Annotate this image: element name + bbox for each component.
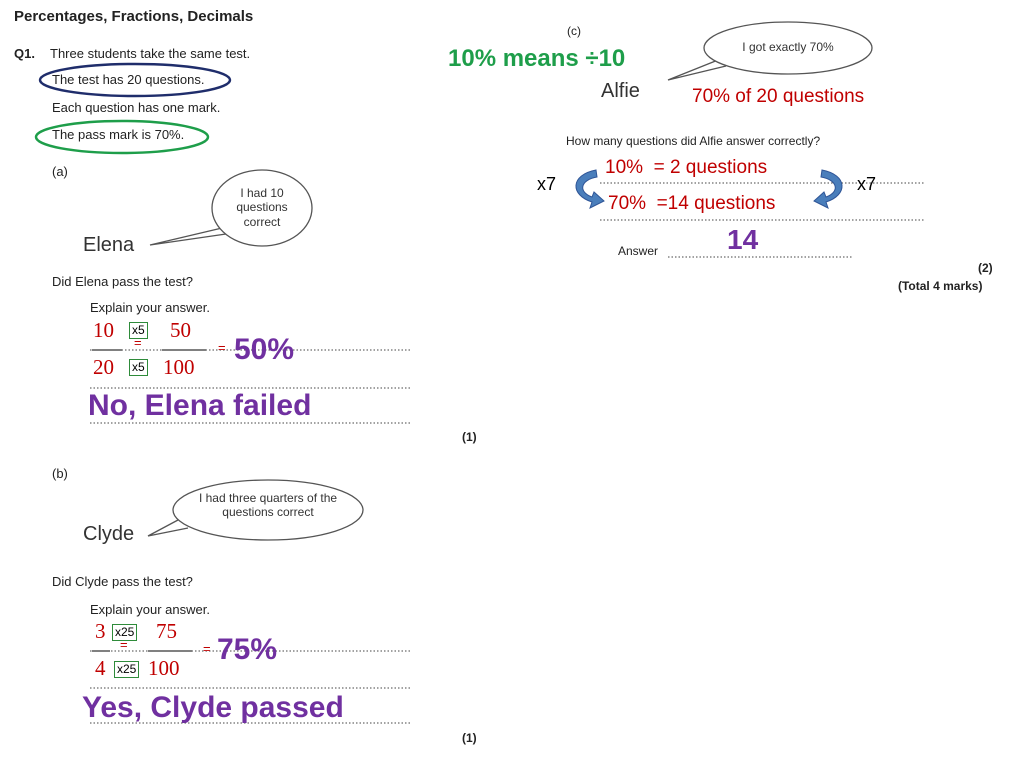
- multiplier-box: x25: [112, 624, 138, 641]
- answer-lines: [90, 182, 925, 724]
- answer-label: Answer: [618, 244, 659, 258]
- working-step: 70% =14 questions: [608, 193, 776, 214]
- numerator: 3: [95, 619, 106, 643]
- numerator: 75: [156, 619, 177, 643]
- marks: (1): [462, 430, 477, 444]
- speech-text: I had three quarters of the questions co…: [198, 491, 338, 520]
- result: 75%: [217, 633, 278, 666]
- result: 50%: [234, 333, 295, 366]
- highlight-oval: [38, 62, 232, 98]
- equals: =: [134, 335, 142, 350]
- numerator: 10: [93, 318, 114, 342]
- working-step: 10% = 2 questions: [605, 157, 768, 178]
- part-label: (a): [52, 164, 68, 179]
- multiplier-box: x5: [129, 359, 148, 376]
- speech-text: I got exactly 70%: [742, 40, 834, 54]
- multiplier-box: x25: [114, 661, 140, 678]
- prompt: How many questions did Alfie answer corr…: [566, 134, 821, 148]
- curved-arrows: [575, 169, 843, 209]
- title: Percentages, Fractions, Decimals: [14, 8, 254, 25]
- multiplier: x7: [537, 174, 557, 194]
- total-marks: (Total 4 marks): [898, 279, 983, 293]
- fact: The test has 20 questions.: [52, 72, 205, 87]
- student-name: Clyde: [83, 523, 135, 545]
- denominator: 4: [95, 656, 106, 680]
- equals: =: [218, 340, 226, 355]
- denominator: 100: [163, 355, 195, 379]
- highlight-oval: [34, 119, 210, 155]
- speech-text: I had 10 questions correct: [236, 186, 288, 229]
- student-name: Elena: [83, 234, 135, 256]
- multiplier-box: x5: [129, 322, 148, 339]
- explain: Explain your answer.: [90, 602, 210, 617]
- answer: Yes, Clyde passed: [82, 691, 344, 724]
- multiplier: x7: [857, 174, 877, 194]
- speech-bubbles: [147, 21, 873, 541]
- denominator: 100: [148, 656, 180, 680]
- prompt: Did Clyde pass the test?: [52, 574, 193, 589]
- note: 70% of 20 questions: [692, 86, 865, 107]
- answer: No, Elena failed: [88, 389, 312, 422]
- numerator: 50: [170, 318, 191, 342]
- marks: (1): [462, 731, 477, 745]
- hint: 10% means ÷10: [448, 45, 626, 72]
- marks: (2): [978, 261, 993, 275]
- explain: Explain your answer.: [90, 300, 210, 315]
- prompt: Did Elena pass the test?: [52, 274, 193, 289]
- fraction-bars: [92, 349, 206, 652]
- denominator: 20: [93, 355, 114, 379]
- question-number: Q1.: [14, 46, 35, 61]
- answer: 14: [727, 224, 759, 255]
- fact: Each question has one mark.: [52, 100, 221, 115]
- part-label: (c): [567, 24, 581, 38]
- part-label: (b): [52, 466, 68, 481]
- fact: The pass mark is 70%.: [52, 127, 185, 142]
- equals: =: [120, 637, 128, 652]
- equals: =: [203, 641, 211, 656]
- question-intro: Three students take the same test.: [50, 46, 251, 61]
- student-name: Alfie: [601, 80, 640, 102]
